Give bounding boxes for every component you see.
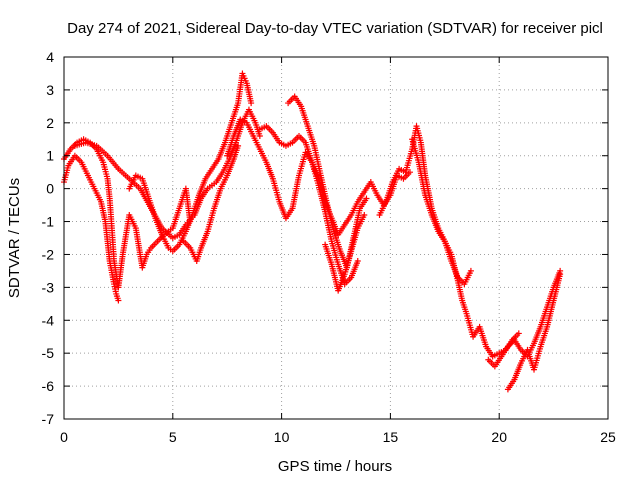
series-B [61,152,122,304]
series-G [256,123,361,288]
y-tick-label: -5 [42,345,55,361]
data-point [557,271,564,278]
series-E [180,142,242,265]
x-tick-label: 5 [169,429,177,445]
y-tick-label: 4 [46,49,54,65]
data-point [361,211,368,218]
y-tick-label: -3 [42,279,55,295]
y-tick-label: -4 [42,312,55,328]
data-point [115,297,122,304]
series-F [224,116,413,238]
series-I [322,211,368,294]
series-K [409,136,474,288]
y-tick-label: -1 [42,214,55,230]
data-point [235,142,242,149]
x-tick-label: 0 [60,429,68,445]
data-point [354,258,361,265]
y-tick-label: 1 [46,148,54,164]
x-tick-label: 20 [491,429,507,445]
plot-frame [63,56,609,420]
x-tick-label: 10 [274,429,290,445]
x-axis-title: GPS time / hours [278,458,392,475]
y-axis-title: SDTVAR / TECUs [6,178,23,298]
data-point [363,195,370,202]
series-J [376,123,522,360]
data-point [256,132,263,139]
x-tick-label: 25 [600,429,616,445]
chart-title: Day 274 of 2021, Sidereal Day-to-day VTE… [67,20,603,37]
x-tick-label: 15 [383,429,399,445]
data-point [248,100,255,107]
series-M [504,271,564,393]
y-tick-label: -2 [42,246,55,262]
series-D [126,70,255,255]
y-tick-label: 3 [46,82,54,98]
y-tick-label: -6 [42,378,55,394]
data-point [515,330,522,337]
series-C [71,106,263,241]
y-tick-label: 2 [46,115,54,131]
data-points [61,70,564,393]
data-point [467,267,474,274]
y-tick-label: -7 [42,411,55,427]
y-tick-label: 0 [46,181,54,197]
